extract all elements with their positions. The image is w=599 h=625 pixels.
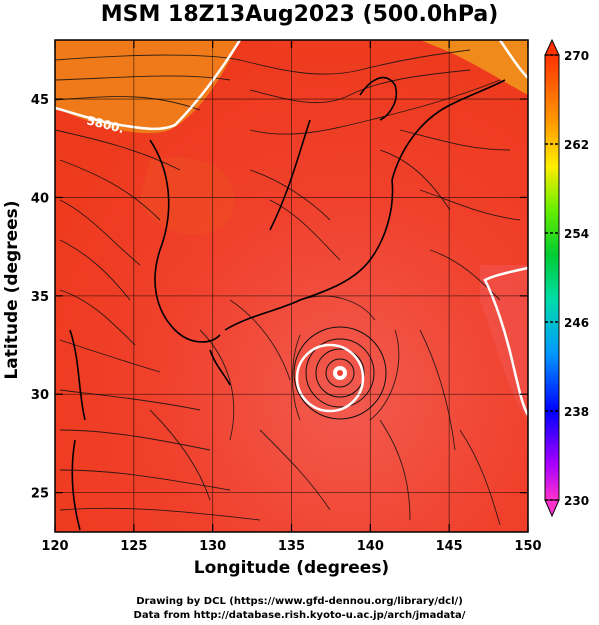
colorbar-tick-label: 270 — [564, 49, 589, 63]
contour-5800 — [55, 40, 528, 416]
cyclone-streamlines — [293, 326, 387, 420]
colorbar-min-arrow — [544, 499, 560, 518]
x-tick-label: 130 — [199, 539, 226, 554]
y-axis-label: Latitude (degrees) — [2, 200, 22, 380]
grid-lines — [55, 40, 528, 532]
y-tick-label: 40 — [31, 191, 49, 206]
x-tick-label: 135 — [278, 539, 305, 554]
x-axis-label: Longitude (degrees) — [193, 558, 390, 578]
x-tick-label: 120 — [41, 539, 68, 554]
y-tick-label: 45 — [31, 93, 49, 108]
map-title: MSM 18Z13Aug2023 (500.0hPa) — [100, 2, 499, 27]
y-tick-label: 25 — [31, 487, 49, 502]
colorbar-tick-label: 246 — [564, 316, 589, 330]
x-tick-label: 145 — [436, 539, 463, 554]
colorbar-tick-label: 238 — [564, 405, 589, 419]
y-tick-label: 30 — [31, 388, 49, 403]
x-axis: 120 125 130 135 140 145 150 — [41, 40, 542, 554]
colorbar: 230 238 246 254 262 270 — [544, 38, 589, 518]
credit-data: Data from http://database.rish.kyoto-u.a… — [133, 610, 466, 621]
y-axis: 25 30 35 40 45 — [31, 93, 528, 502]
streamlines — [55, 49, 521, 526]
x-tick-label: 125 — [120, 539, 147, 554]
x-tick-label: 140 — [357, 539, 384, 554]
coastlines — [69, 76, 506, 531]
credit-drawing: Drawing by DCL (https://www.gfd-dennou.o… — [136, 596, 463, 607]
colorbar-max-arrow — [544, 38, 560, 56]
y-tick-label: 35 — [31, 290, 49, 305]
colorbar-tick-label: 230 — [564, 494, 589, 508]
colorbar-tick-label: 262 — [564, 138, 589, 152]
x-tick-label: 150 — [514, 539, 541, 554]
colorbar-tick-label: 254 — [564, 227, 589, 241]
